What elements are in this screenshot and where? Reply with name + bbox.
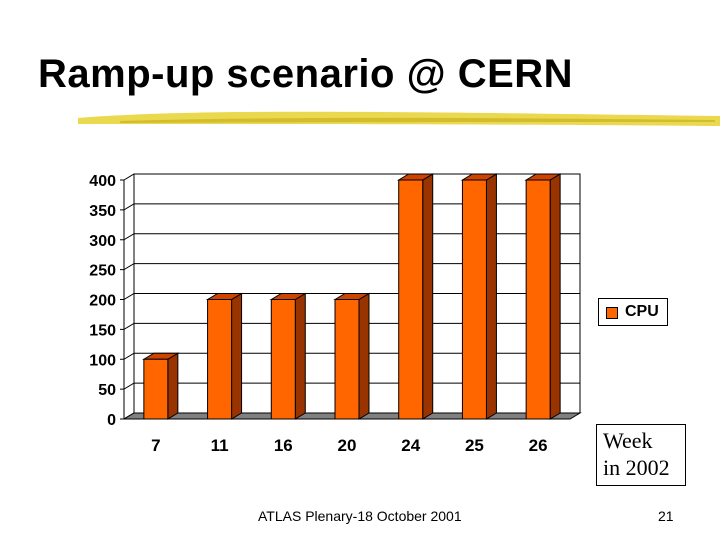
chart-legend: CPU xyxy=(598,298,668,326)
bar-front xyxy=(270,299,296,420)
y-tick-label: 200 xyxy=(89,293,116,310)
gridline xyxy=(123,203,580,211)
x-tick-label: 11 xyxy=(211,436,229,455)
y-tick-label: 400 xyxy=(89,173,116,190)
bar-front xyxy=(461,179,487,420)
x-tick-label: 20 xyxy=(338,436,357,455)
bar-25 xyxy=(460,173,499,420)
bar-front xyxy=(207,299,233,420)
bar-26 xyxy=(524,173,562,420)
y-tick-label: 0 xyxy=(107,412,116,429)
gridline xyxy=(123,173,580,181)
x-tick-label: 24 xyxy=(401,436,420,455)
bar-front xyxy=(398,179,424,420)
bar-front xyxy=(525,179,551,420)
bar-7 xyxy=(142,352,180,420)
bar-side xyxy=(167,352,179,420)
y-tick-label: 100 xyxy=(89,352,116,369)
y-tick-label: 150 xyxy=(89,322,116,339)
y-tick-label: 250 xyxy=(89,263,116,280)
y-tick-labels: 0 50 100 150 200 250 300 350 400 xyxy=(89,173,116,429)
bar-side xyxy=(422,173,434,420)
bar-front xyxy=(334,299,360,420)
legend-label-cpu: CPU xyxy=(625,303,659,320)
y-tick-label: 300 xyxy=(89,233,116,250)
x-axis-label-line-1: Week xyxy=(603,428,653,453)
gridline xyxy=(123,233,580,241)
x-tick-label: 26 xyxy=(529,436,548,455)
bar-16 xyxy=(269,292,308,420)
legend-swatch-cpu xyxy=(606,307,618,319)
bar-front xyxy=(143,358,169,420)
slide-title: Ramp-up scenario @ CERN xyxy=(38,52,574,96)
x-axis-label: Week in 2002 xyxy=(596,424,686,486)
chart-bars xyxy=(142,173,562,420)
slide-footer: ATLAS Plenary-18 October 2001 xyxy=(258,508,462,524)
y-tick-label: 50 xyxy=(98,382,116,399)
bar-11 xyxy=(205,292,244,420)
bar-side xyxy=(549,173,561,420)
bar-side xyxy=(485,173,497,420)
x-axis-label-line-2: in 2002 xyxy=(603,455,670,480)
bar-side xyxy=(294,292,306,420)
bar-side xyxy=(358,292,370,420)
x-tick-label: 7 xyxy=(151,436,160,455)
bar-side xyxy=(231,292,243,420)
bar-24 xyxy=(396,173,435,420)
x-tick-label: 25 xyxy=(465,436,484,455)
bar-20 xyxy=(333,292,371,420)
x-tick-labels: 7 11 16 20 24 25 26 xyxy=(151,436,547,455)
y-tick-label: 350 xyxy=(89,203,116,220)
page-number: 21 xyxy=(658,508,674,524)
gridline xyxy=(123,263,580,271)
x-tick-label: 16 xyxy=(274,436,293,455)
